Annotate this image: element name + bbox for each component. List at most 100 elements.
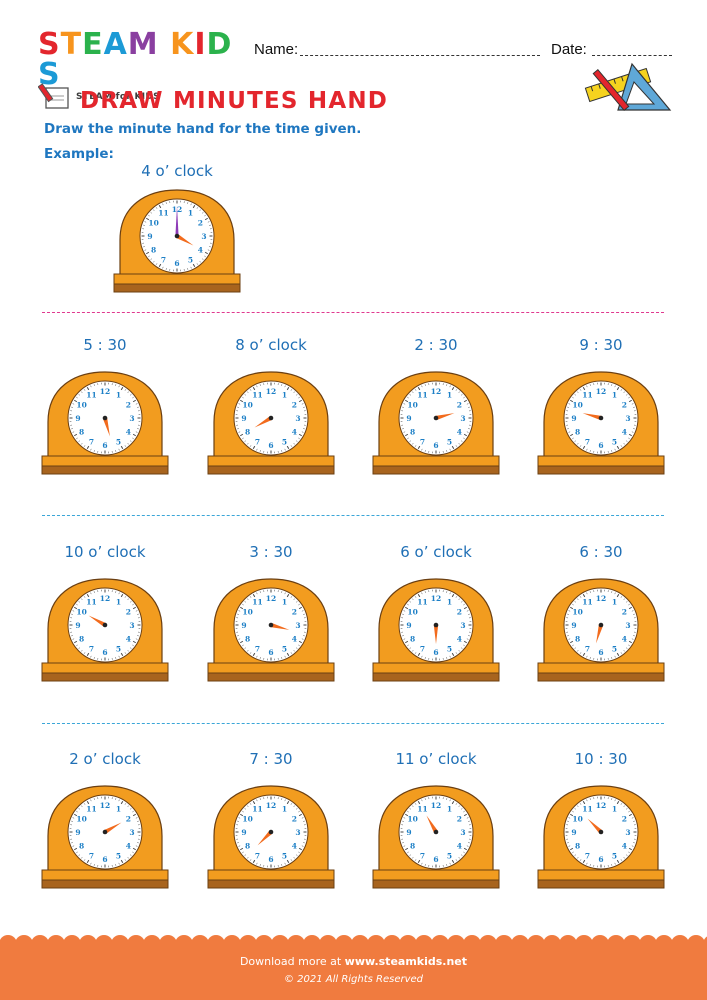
dial-number: 10 (148, 219, 158, 228)
clock-base (537, 672, 665, 682)
dial-number: 9 (147, 232, 152, 241)
clock-answer-area[interactable]: 12 1 2 3 4 5 6 7 8 9 10 11 (371, 370, 501, 482)
clock-answer-area[interactable]: 12 1 2 3 4 5 6 7 8 9 10 11 (40, 577, 170, 689)
date-label: Date: (551, 41, 587, 58)
ruler-set-square-icon (584, 62, 672, 112)
dial-number: 8 (245, 428, 250, 437)
clock-base-top (537, 869, 665, 881)
dial-number: 10 (572, 815, 582, 824)
dial-number: 3 (295, 414, 300, 423)
dial-number: 8 (79, 635, 84, 644)
dial-number: 2 (457, 815, 462, 824)
dial-number: 7 (255, 644, 260, 653)
clock-answer-area[interactable]: 12 1 2 3 4 5 6 7 8 9 10 11 (371, 577, 501, 689)
clock-center-pin (102, 829, 108, 835)
dial-number: 1 (116, 598, 121, 607)
dial-number: 12 (431, 594, 441, 603)
dial-number: 4 (622, 842, 627, 851)
dial-number: 8 (79, 428, 84, 437)
dial-number: 9 (571, 414, 576, 423)
dial-number: 1 (116, 391, 121, 400)
dial-number: 10 (407, 608, 417, 617)
dial-number: 5 (116, 437, 121, 446)
clock-center-pin (268, 829, 274, 835)
dial-number: 4 (622, 635, 627, 644)
dial-number: 1 (612, 598, 617, 607)
clock-answer-area[interactable]: 12 1 2 3 4 5 6 7 8 9 10 11 (206, 370, 336, 482)
dial-number: 11 (582, 805, 592, 814)
clock-answer-area[interactable]: 12 1 2 3 4 5 6 7 8 9 10 11 (40, 370, 170, 482)
brand-letter: D (206, 27, 233, 62)
footer-download-text: Download more at www.steamkids.net (0, 955, 707, 968)
dial-number: 4 (126, 428, 131, 437)
hour-hand (88, 615, 107, 627)
brand-letter: E (82, 27, 104, 62)
dial-number: 11 (252, 391, 262, 400)
clock-answer-area[interactable]: 12 1 2 3 4 5 6 7 8 9 10 11 (536, 370, 666, 482)
clock-center-pin (268, 415, 274, 421)
dial-number: 11 (252, 598, 262, 607)
dial-number: 6 (268, 648, 273, 657)
clock-center-pin (268, 622, 274, 628)
clock-time-label: 2 : 30 (414, 336, 458, 354)
clock-time-label: 10 o’ clock (64, 543, 146, 561)
dial-number: 3 (129, 621, 134, 630)
clock-center-pin (433, 415, 439, 421)
dial-number: 11 (582, 391, 592, 400)
dial-number: 12 (266, 801, 276, 810)
dial-number: 2 (292, 815, 297, 824)
dial-number: 1 (447, 805, 452, 814)
dial-number: 7 (89, 437, 94, 446)
clock-answer-area[interactable]: 12 1 2 3 4 5 6 7 8 9 10 11 (206, 784, 336, 896)
dial-number: 3 (625, 621, 630, 630)
clock-answer-area[interactable]: 12 1 2 3 4 5 6 7 8 9 10 11 (536, 784, 666, 896)
clock-answer-area[interactable]: 12 1 2 3 4 5 6 7 8 9 10 11 (206, 577, 336, 689)
hour-hand (433, 625, 439, 644)
dial-number: 3 (460, 414, 465, 423)
clock-base (372, 672, 500, 682)
dial-number: 10 (76, 401, 86, 410)
dial-number: 9 (406, 414, 411, 423)
dial-number: 5 (447, 851, 452, 860)
dial-number: 4 (457, 428, 462, 437)
footer-site-link[interactable]: www.steamkids.net (344, 955, 468, 968)
dial-number: 1 (282, 391, 287, 400)
clock-center-pin (598, 622, 604, 628)
dial-number: 8 (410, 842, 415, 851)
clock-answer-area[interactable]: 12 1 2 3 4 5 6 7 8 9 10 11 (536, 577, 666, 689)
dial-number: 2 (622, 608, 627, 617)
dial-number: 12 (100, 387, 110, 396)
dial-number: 7 (585, 851, 590, 860)
clock-base-top (372, 455, 500, 467)
clock-base-top (41, 455, 169, 467)
hour-hand (426, 815, 438, 834)
clock-answer-area[interactable]: 12 1 2 3 4 5 6 7 8 9 10 11 (40, 784, 170, 896)
dial-number: 6 (433, 855, 438, 864)
dial-number: 6 (598, 441, 603, 450)
clock-base (537, 465, 665, 475)
clock-center-pin (174, 233, 180, 239)
dial-number: 3 (129, 828, 134, 837)
dial-number: 5 (116, 644, 121, 653)
steam-kids-logo: STEAM KID S STEAM for KIDS (38, 27, 238, 103)
dial-number: 12 (266, 387, 276, 396)
clock-base (41, 465, 169, 475)
dial-number: 4 (457, 842, 462, 851)
clock-base-top (113, 273, 241, 285)
dial-number: 12 (596, 594, 606, 603)
dial-number: 2 (622, 815, 627, 824)
clock-answer-area[interactable]: 12 1 2 3 4 5 6 7 8 9 10 11 (371, 784, 501, 896)
dial-number: 2 (292, 608, 297, 617)
clock-time-label: 3 : 30 (249, 543, 293, 561)
dial-number: 11 (86, 598, 96, 607)
hour-hand (102, 417, 110, 437)
dial-number: 11 (417, 391, 427, 400)
clock-center-pin (598, 415, 604, 421)
clock-base (41, 672, 169, 682)
clock-time-label: 9 : 30 (579, 336, 623, 354)
hour-hand (254, 416, 273, 428)
